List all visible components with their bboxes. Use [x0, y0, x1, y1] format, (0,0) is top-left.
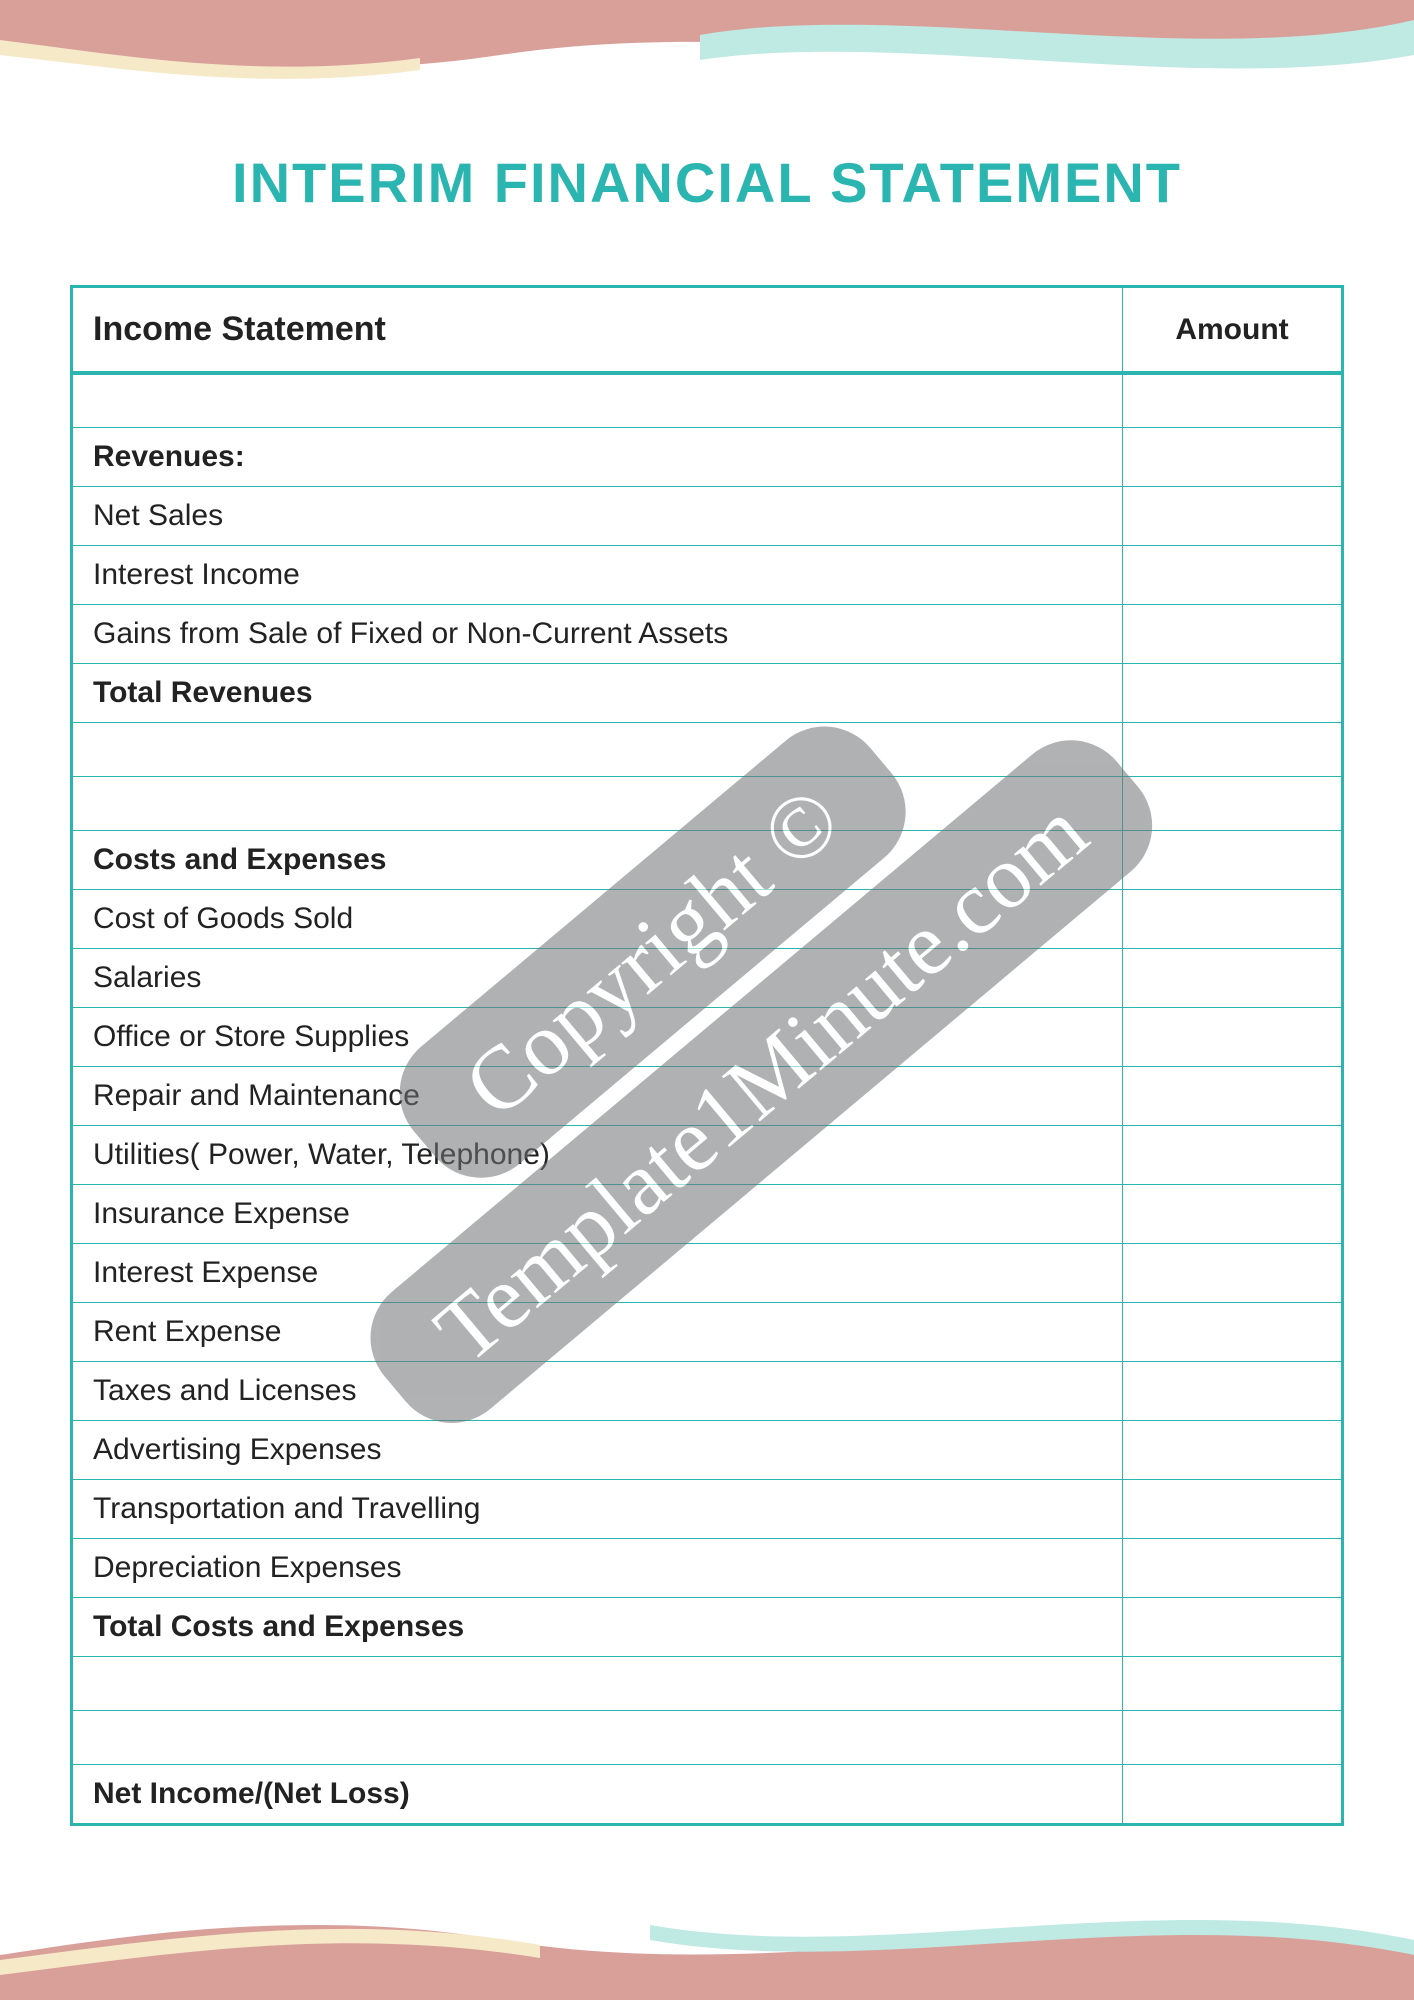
table-row: Total Costs and Expenses: [72, 1597, 1343, 1656]
bottom-wave-decoration: [0, 1860, 1414, 2000]
table-row: Repair and Maintenance: [72, 1066, 1343, 1125]
row-label: Office or Store Supplies: [72, 1007, 1123, 1066]
row-amount: [1123, 776, 1343, 830]
table-row: Depreciation Expenses: [72, 1538, 1343, 1597]
table-row: Utilities( Power, Water, Telephone): [72, 1125, 1343, 1184]
row-amount: [1123, 722, 1343, 776]
page-content: INTERIM FINANCIAL STATEMENT Income State…: [0, 0, 1414, 1826]
row-label: [72, 722, 1123, 776]
row-label: Revenues:: [72, 427, 1123, 486]
table-body: Revenues:Net SalesInterest IncomeGains f…: [72, 373, 1343, 1824]
row-label: Cost of Goods Sold: [72, 889, 1123, 948]
row-label: Advertising Expenses: [72, 1420, 1123, 1479]
row-label: [72, 1710, 1123, 1764]
row-label: [72, 373, 1123, 427]
row-amount: [1123, 948, 1343, 1007]
row-amount: [1123, 1420, 1343, 1479]
row-amount: [1123, 830, 1343, 889]
row-amount: [1123, 373, 1343, 427]
row-amount: [1123, 545, 1343, 604]
table-row: Transportation and Travelling: [72, 1479, 1343, 1538]
table-row: [72, 1656, 1343, 1710]
row-amount: [1123, 1243, 1343, 1302]
row-label: Rent Expense: [72, 1302, 1123, 1361]
table-row: Net Sales: [72, 486, 1343, 545]
table-row: Gains from Sale of Fixed or Non-Current …: [72, 604, 1343, 663]
row-amount: [1123, 427, 1343, 486]
row-amount: [1123, 1066, 1343, 1125]
row-amount: [1123, 1302, 1343, 1361]
row-label: Taxes and Licenses: [72, 1361, 1123, 1420]
row-label: [72, 776, 1123, 830]
row-amount: [1123, 604, 1343, 663]
row-label: Total Costs and Expenses: [72, 1597, 1123, 1656]
row-label: Utilities( Power, Water, Telephone): [72, 1125, 1123, 1184]
row-amount: [1123, 1184, 1343, 1243]
table-row: Insurance Expense: [72, 1184, 1343, 1243]
table-row: Interest Income: [72, 545, 1343, 604]
table-row: Cost of Goods Sold: [72, 889, 1343, 948]
table-row: [72, 776, 1343, 830]
header-income-statement: Income Statement: [72, 287, 1123, 374]
income-statement-table: Income Statement Amount Revenues:Net Sal…: [70, 285, 1344, 1826]
row-amount: [1123, 1007, 1343, 1066]
table-row: Salaries: [72, 948, 1343, 1007]
table-header-row: Income Statement Amount: [72, 287, 1343, 374]
header-amount: Amount: [1123, 287, 1343, 374]
table-row: Revenues:: [72, 427, 1343, 486]
row-label: Interest Income: [72, 545, 1123, 604]
page-title: INTERIM FINANCIAL STATEMENT: [70, 150, 1344, 215]
row-amount: [1123, 1597, 1343, 1656]
table-row: Taxes and Licenses: [72, 1361, 1343, 1420]
row-label: Net Sales: [72, 486, 1123, 545]
table-row: Rent Expense: [72, 1302, 1343, 1361]
row-amount: [1123, 1710, 1343, 1764]
table-row: Office or Store Supplies: [72, 1007, 1343, 1066]
row-label: Total Revenues: [72, 663, 1123, 722]
row-amount: [1123, 1361, 1343, 1420]
row-label: Transportation and Travelling: [72, 1479, 1123, 1538]
table-row: Net Income/(Net Loss): [72, 1764, 1343, 1824]
row-amount: [1123, 1538, 1343, 1597]
row-label: Salaries: [72, 948, 1123, 1007]
table-row: Advertising Expenses: [72, 1420, 1343, 1479]
row-amount: [1123, 1125, 1343, 1184]
table-row: [72, 1710, 1343, 1764]
row-label: Depreciation Expenses: [72, 1538, 1123, 1597]
row-amount: [1123, 1479, 1343, 1538]
row-label: Gains from Sale of Fixed or Non-Current …: [72, 604, 1123, 663]
row-label: Net Income/(Net Loss): [72, 1764, 1123, 1824]
row-amount: [1123, 1656, 1343, 1710]
row-label: Insurance Expense: [72, 1184, 1123, 1243]
row-amount: [1123, 889, 1343, 948]
table-row: Interest Expense: [72, 1243, 1343, 1302]
row-label: [72, 1656, 1123, 1710]
row-amount: [1123, 663, 1343, 722]
table-row: [72, 373, 1343, 427]
table-row: [72, 722, 1343, 776]
row-label: Interest Expense: [72, 1243, 1123, 1302]
row-label: Costs and Expenses: [72, 830, 1123, 889]
row-amount: [1123, 486, 1343, 545]
table-row: Total Revenues: [72, 663, 1343, 722]
table-row: Costs and Expenses: [72, 830, 1343, 889]
row-label: Repair and Maintenance: [72, 1066, 1123, 1125]
row-amount: [1123, 1764, 1343, 1824]
